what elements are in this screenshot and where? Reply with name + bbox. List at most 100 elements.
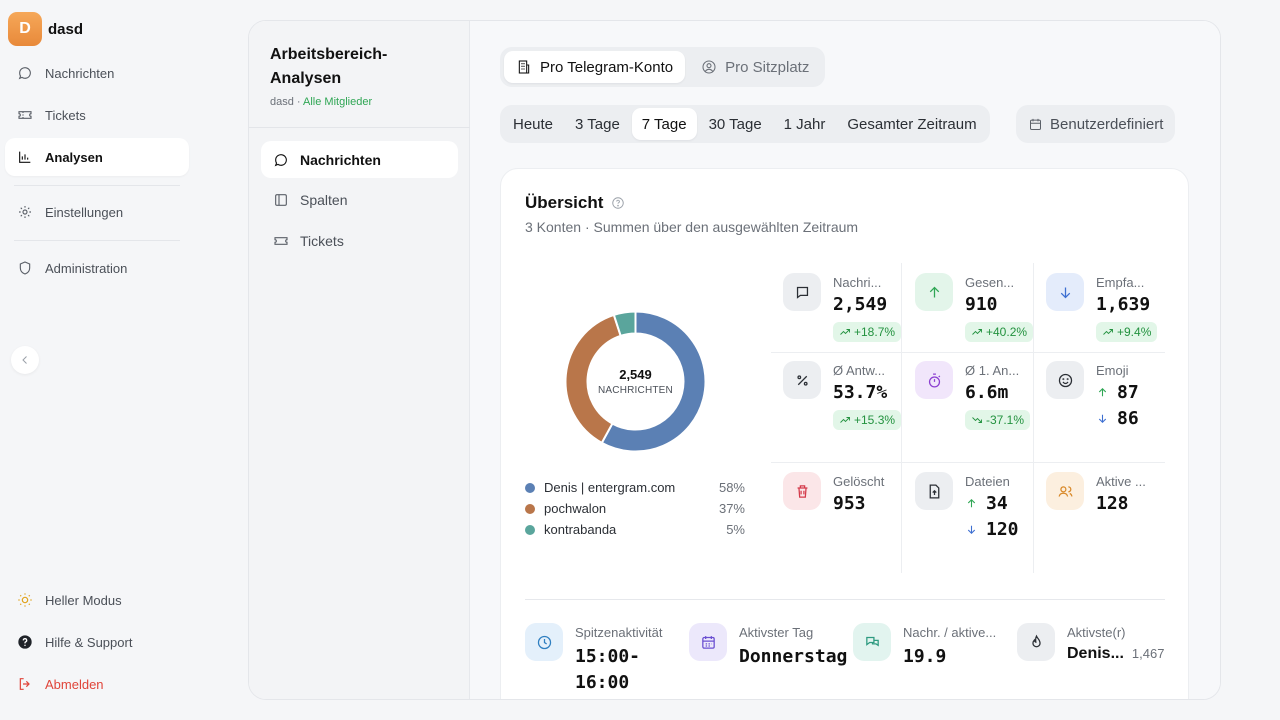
kpi-icon-box (1017, 623, 1055, 661)
sidebar-item-nachrichten[interactable]: Nachrichten (5, 54, 189, 92)
subnav-item-nachrichten[interactable]: Nachrichten (261, 141, 458, 178)
trend-value: -37.1% (986, 413, 1025, 427)
trend-up-icon (840, 329, 850, 335)
trend-up-icon (1103, 329, 1113, 335)
sidebar-divider (14, 185, 180, 186)
kpi-value: 15:00- 16:00 (575, 646, 641, 693)
stat-icon-box (915, 361, 953, 399)
stat-icon-box (1046, 361, 1084, 399)
stat-icon-box (915, 472, 953, 510)
custom-period-button[interactable]: Benutzerdefiniert (1016, 105, 1176, 143)
stat-label: Ø Antw... (833, 363, 886, 378)
clock-icon (537, 635, 551, 649)
period-today-button[interactable]: Heute (513, 115, 554, 133)
sidebar-item-einstellungen[interactable]: Einstellungen (5, 193, 189, 231)
overview-divider (525, 599, 1165, 600)
kpi-value: Donnerstag (739, 646, 848, 667)
arrow-up-icon (967, 498, 976, 508)
arrow-up-icon (929, 286, 939, 297)
view-per-seat-button[interactable]: Pro Sitzplatz (689, 51, 821, 83)
calendar-icon (701, 635, 715, 649)
kpi-value: 19.9 (903, 646, 947, 667)
help-icon (18, 635, 32, 649)
period-3-days-button[interactable]: 3 Tage (575, 115, 620, 133)
help-circle-icon[interactable] (611, 196, 625, 210)
messages-donut-chart (564, 310, 707, 453)
sidebar-item-label: Nachrichten (45, 65, 115, 81)
analytics-subnav: Arbeitsbereich-Analysen dasd · Alle Mitg… (249, 21, 470, 699)
arrow-down-icon (967, 525, 976, 535)
donut-total-label: NACHRICHTEN (598, 385, 673, 396)
columns-icon (275, 193, 287, 206)
sidebar-item-tickets[interactable]: Tickets (5, 96, 189, 134)
stat-label: Gelöscht (833, 474, 885, 489)
collapse-sidebar-button[interactable] (11, 346, 39, 374)
workspace-scope-name: dasd (270, 96, 294, 108)
trend-value: +18.7% (854, 325, 896, 339)
period-30-days-button[interactable]: 30 Tage (708, 115, 762, 133)
calendar-icon (1030, 118, 1041, 130)
sidebar-item-label: Administration (45, 260, 128, 276)
kpi-label: Nachr. / aktive... (903, 625, 997, 640)
period-1-year-button[interactable]: 1 Jahr (783, 115, 826, 133)
trend-up-icon (840, 417, 850, 423)
legend-item: kontrabanda 5% (525, 519, 745, 540)
trend-badge: +18.7% (833, 322, 902, 342)
stat-label: Emoji (1096, 363, 1129, 378)
period-all-time-button[interactable]: Gesamter Zeitraum (847, 115, 977, 133)
subnav-item-label: Nachrichten (300, 151, 381, 168)
gear-icon (19, 206, 31, 218)
emoji-received-count: 86 (1117, 408, 1139, 429)
legend-name: kontrabanda (544, 522, 617, 537)
kpi-label: Aktivster Tag (739, 625, 814, 640)
arrow-down-icon (1060, 287, 1070, 298)
donut-slice[interactable] (600, 310, 707, 453)
workspace-brand[interactable]: D dasd (8, 12, 83, 46)
main-panel: Arbeitsbereich-Analysen dasd · Alle Mitg… (248, 20, 1221, 700)
subnav-divider (249, 127, 470, 128)
user-circle-icon (702, 60, 716, 74)
sidebar: D dasd Nachrichten Tickets Analysen Eins… (0, 0, 196, 720)
files-sent-count: 34 (986, 493, 1008, 514)
theme-toggle[interactable]: Heller Modus (5, 583, 122, 617)
stat-label: Empfa... (1096, 275, 1145, 290)
legend-name: Denis | entergram.com (544, 480, 676, 495)
sidebar-divider (14, 240, 180, 241)
donut-slice[interactable] (612, 310, 637, 338)
stat-value: 128 (1096, 493, 1129, 514)
trend-badge: +40.2% (965, 322, 1034, 342)
logout-button[interactable]: Abmelden (5, 667, 104, 701)
stat-icon-box (783, 273, 821, 311)
subnav-item-tickets[interactable]: Tickets (261, 222, 458, 259)
trend-down-icon (972, 417, 982, 423)
grid-divider (901, 263, 902, 573)
stat-label: Dateien (965, 474, 1010, 489)
trend-badge: +15.3% (833, 410, 902, 430)
stat-icon-box (915, 273, 953, 311)
sidebar-item-administration[interactable]: Administration (5, 249, 189, 287)
stopwatch-icon (928, 372, 940, 388)
most-active-count: 1,467 (1131, 646, 1165, 661)
grid-divider (1033, 263, 1034, 573)
subnav-item-spalten[interactable]: Spalten (261, 181, 458, 218)
trend-badge: +9.4% (1096, 322, 1158, 342)
sidebar-item-analysen[interactable]: Analysen (5, 138, 189, 176)
emoji-sent-count: 87 (1117, 382, 1139, 403)
legend-percent: 58% (718, 480, 745, 495)
period-7-days-button[interactable]: 7 Tage (631, 108, 697, 140)
trend-value: +15.3% (854, 413, 896, 427)
custom-period-label: Benutzerdefiniert (1050, 115, 1164, 133)
trend-up-icon (972, 329, 982, 335)
sidebar-item-label: Analysen (45, 149, 103, 165)
workspace-analytics-title: Arbeitsbereich-Analysen (270, 46, 388, 87)
chat-bubble-icon (274, 153, 287, 166)
help-support-link[interactable]: Hilfe & Support (5, 625, 132, 659)
sidebar-item-label: Einstellungen (45, 204, 124, 220)
files-received-count: 120 (986, 519, 1019, 540)
view-per-account-button[interactable]: Pro Telegram-Konto (504, 51, 686, 83)
legend-percent: 37% (718, 501, 745, 516)
donut-center: 2,549 NACHRICHTEN (563, 309, 708, 454)
workspace-name: dasd (48, 20, 84, 38)
kpi-label: Spitzenaktivität (575, 625, 663, 640)
logout-icon (19, 678, 30, 690)
